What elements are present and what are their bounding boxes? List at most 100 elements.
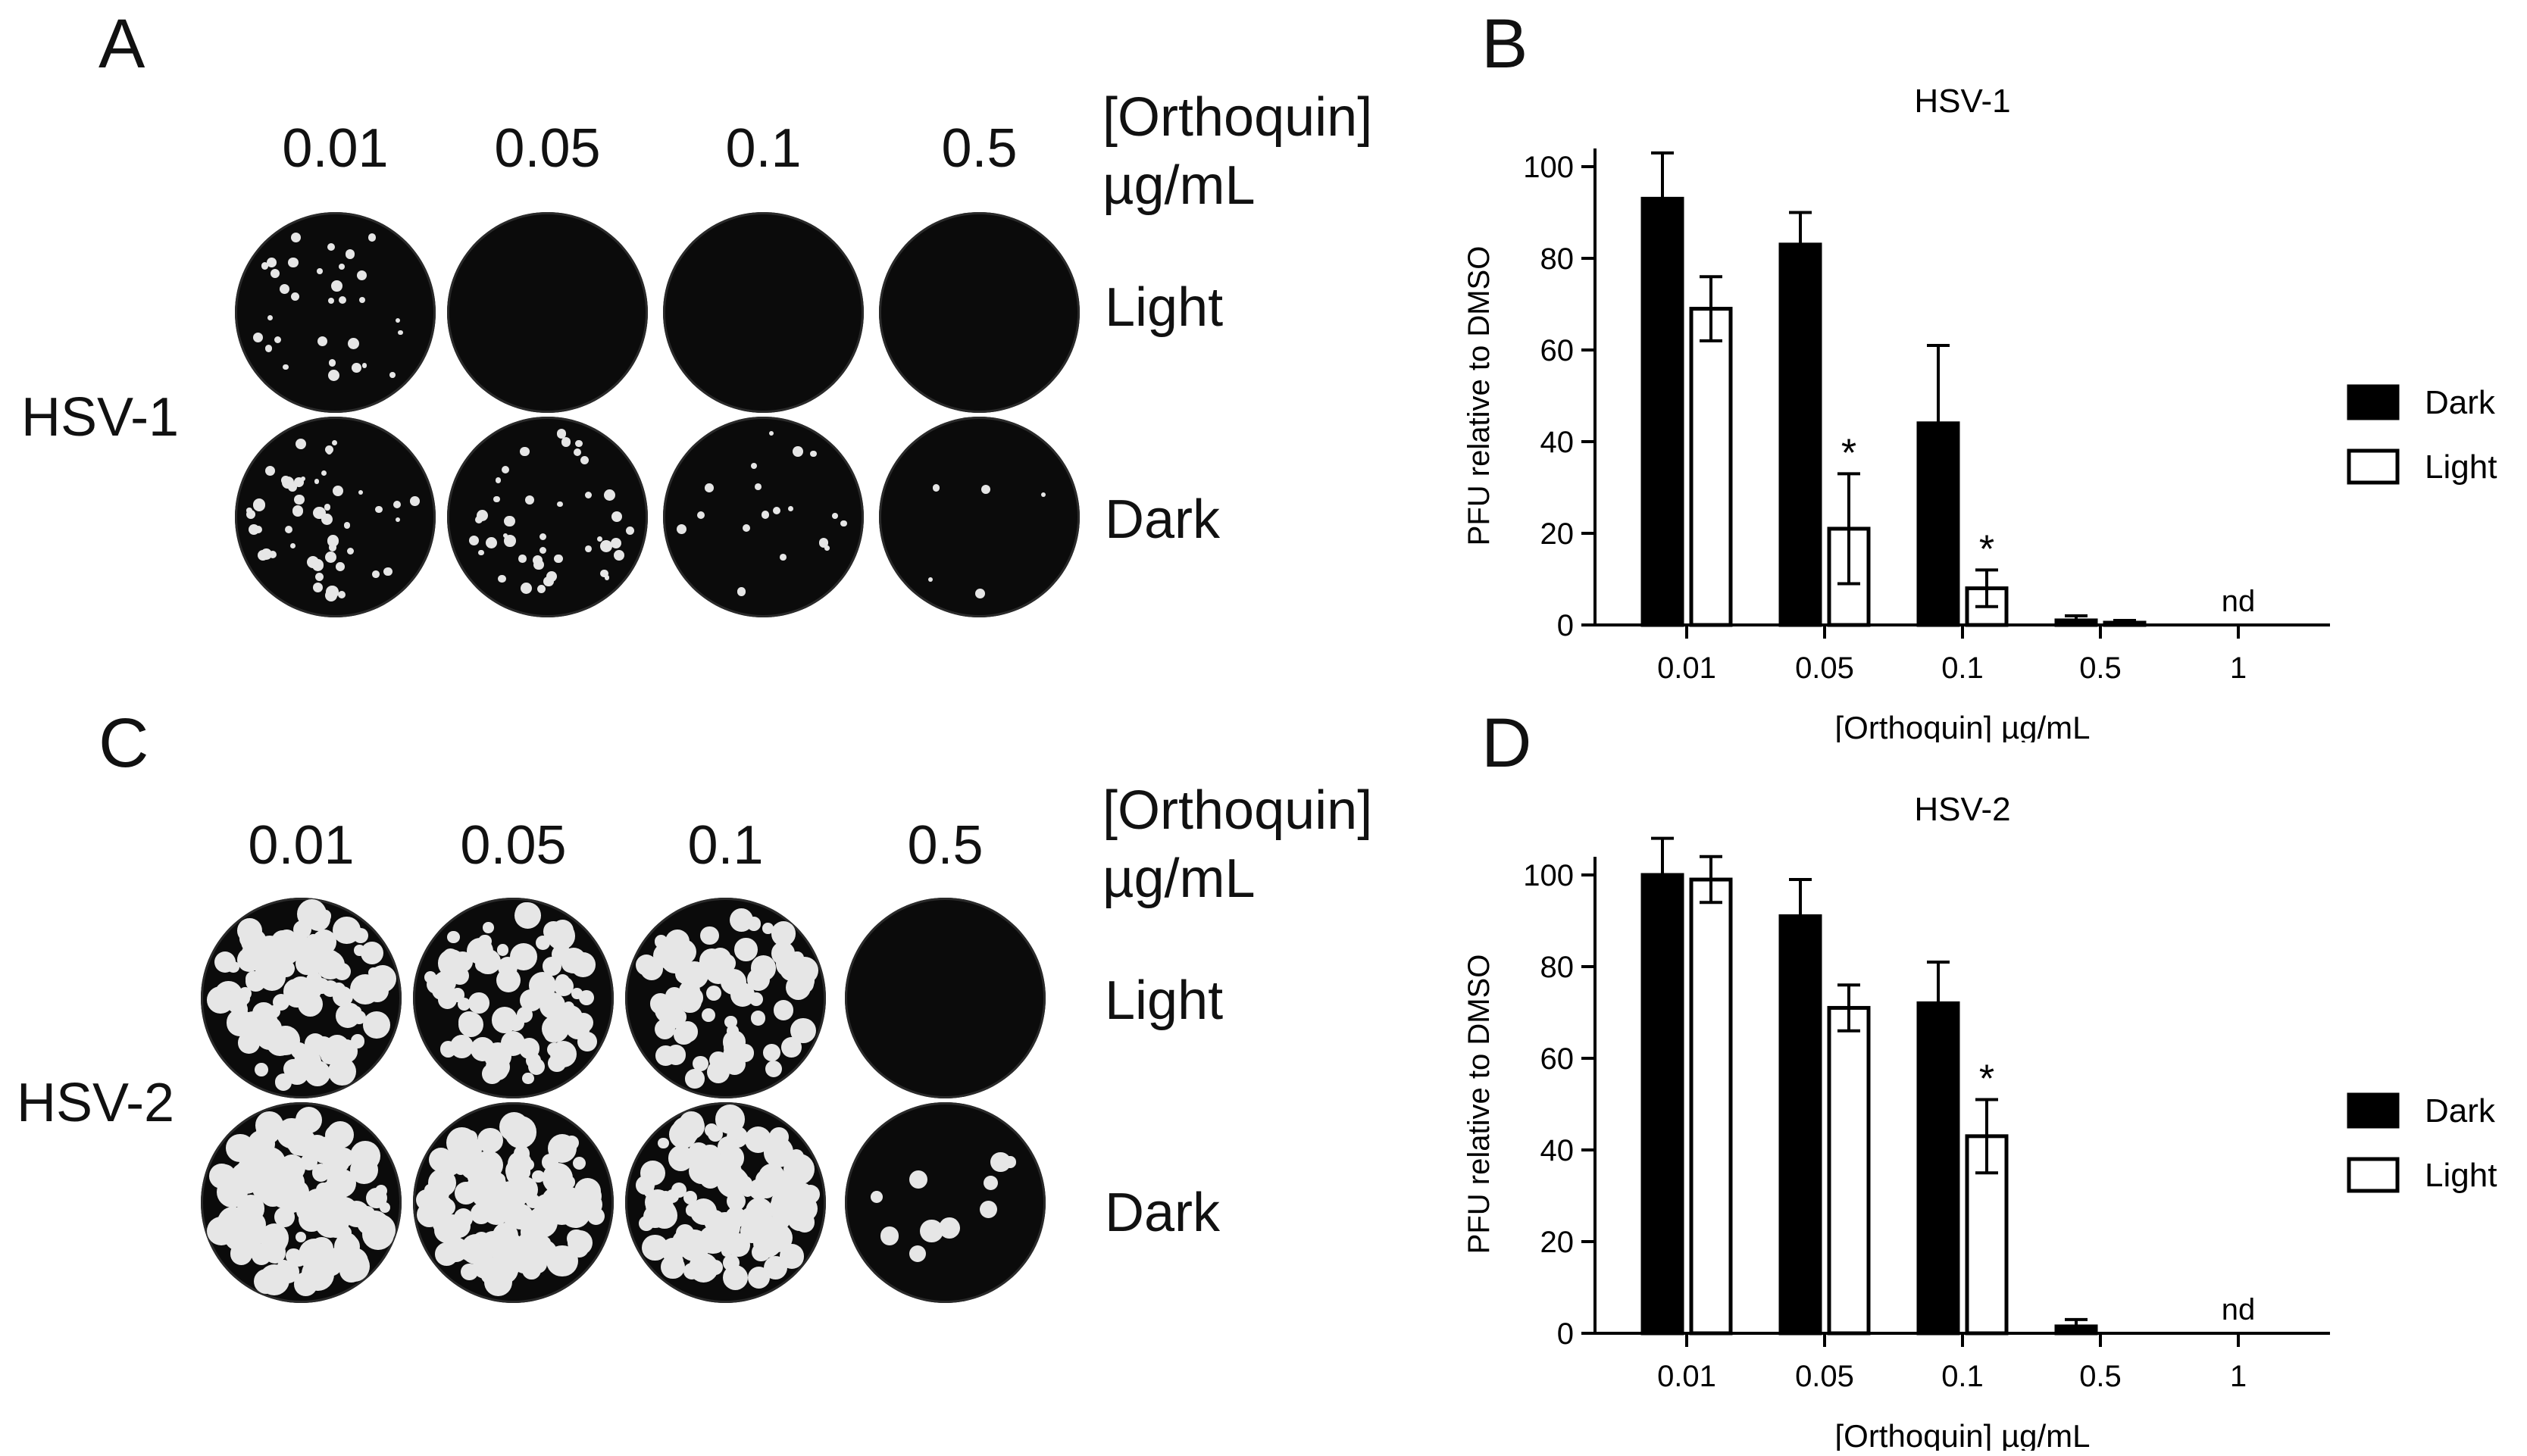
plaque	[539, 992, 566, 1019]
plaque	[295, 952, 318, 975]
annotation: *	[1841, 431, 1856, 475]
plaque	[709, 1051, 728, 1070]
plaque	[831, 513, 838, 520]
x-axis-label: [Orthoquin] µg/mL	[1834, 1418, 2090, 1451]
plaque	[352, 1010, 367, 1025]
conc-axis-title-a: [Orthoquin] µg/mL	[1102, 83, 1372, 220]
plaque	[337, 591, 346, 599]
plaque	[668, 1254, 684, 1270]
chart-hsv1: HSV-1 0 20 40 60 80 100 PFU relative to DMSO 0.0…	[1462, 83, 2497, 742]
plaque-well-a-light-2	[663, 212, 864, 413]
plaque	[727, 1233, 750, 1257]
chart-title: HSV-2	[1914, 791, 2010, 828]
plaque	[284, 526, 292, 534]
plaque	[246, 508, 252, 514]
panel-letter-d: D	[1481, 705, 1532, 782]
legend-swatch-dark	[2347, 384, 2400, 420]
plaque-well-c-light-3	[845, 898, 1046, 1098]
plaque	[840, 520, 847, 527]
plaque	[585, 545, 593, 553]
plaque	[328, 543, 337, 551]
plaque	[277, 959, 296, 978]
x-tick-label: 1	[2230, 1360, 2247, 1393]
plaque	[290, 292, 300, 302]
bar-light	[1689, 877, 1733, 1336]
plaque	[769, 1127, 789, 1147]
plaque	[909, 1170, 927, 1189]
y-tick-label: 20	[1540, 1226, 1575, 1259]
panel-letter-c: C	[99, 705, 149, 782]
legend-label-light: Light	[2425, 448, 2497, 486]
plaque	[321, 470, 327, 476]
plaque	[477, 549, 484, 556]
plaque	[325, 589, 338, 602]
plaque	[306, 555, 320, 569]
plaque	[753, 1228, 783, 1258]
plaque	[289, 1158, 302, 1170]
plaque	[487, 1059, 508, 1081]
plaque	[527, 1058, 545, 1076]
plaque	[824, 545, 830, 551]
plaque	[361, 362, 367, 368]
plaque	[350, 973, 380, 1005]
plaque	[352, 928, 368, 944]
plaque	[489, 1255, 518, 1285]
plaque	[236, 948, 261, 973]
plaque	[439, 1041, 457, 1058]
plaque	[920, 1219, 943, 1242]
bar-light	[1827, 1005, 1871, 1336]
plaque	[536, 584, 546, 594]
legend-swatch-dark	[2347, 1092, 2400, 1129]
plaque	[611, 511, 622, 523]
plaque	[557, 429, 567, 439]
plaque	[304, 912, 321, 929]
plaque	[788, 506, 794, 512]
annotation: *	[1979, 1057, 1994, 1101]
plaque	[300, 476, 305, 482]
plaque	[932, 484, 940, 492]
plaque	[668, 1145, 693, 1171]
plaque	[642, 1234, 669, 1261]
plaque	[447, 930, 460, 944]
plaque	[755, 483, 762, 491]
plaque	[562, 1175, 576, 1189]
plaque	[747, 1138, 762, 1152]
plaque	[460, 1263, 478, 1281]
plaque	[327, 242, 336, 251]
plaque	[345, 249, 355, 259]
bar-dark	[1778, 242, 1822, 627]
plaque	[573, 448, 582, 457]
plaque	[546, 571, 558, 583]
plaque	[717, 1136, 740, 1158]
plaque	[655, 1198, 674, 1217]
plaque	[465, 1174, 493, 1201]
plaque	[306, 972, 323, 989]
plaque	[600, 569, 608, 578]
plaque	[561, 437, 571, 447]
legend-label-light: Light	[2425, 1157, 2497, 1194]
plaque	[363, 1011, 390, 1039]
plaque	[336, 561, 346, 571]
plaque	[350, 1141, 380, 1171]
annotation: nd	[2222, 585, 2256, 618]
conc-label-c-1: 0.05	[460, 815, 567, 876]
row-label-c-dark: Dark	[1105, 1183, 1221, 1243]
plaque	[597, 536, 603, 542]
plaque	[518, 555, 527, 563]
plaque	[356, 270, 367, 280]
bar-dark	[2054, 618, 2098, 627]
conc-axis-title-a-line2: µg/mL	[1102, 155, 1256, 216]
plaque	[468, 992, 489, 1014]
plaque	[539, 546, 546, 555]
plaque	[635, 954, 658, 976]
bar-dark	[1640, 196, 1684, 627]
plaque	[297, 992, 323, 1017]
y-tick-label: 40	[1540, 1134, 1575, 1167]
panel-letter-a: A	[99, 5, 145, 83]
legend-label-dark: Dark	[2425, 1092, 2496, 1129]
plaque	[505, 1163, 528, 1186]
bar-dark	[2054, 1324, 2098, 1336]
plaque	[671, 1116, 700, 1145]
plaque	[432, 1216, 449, 1233]
plaque	[748, 1266, 771, 1289]
